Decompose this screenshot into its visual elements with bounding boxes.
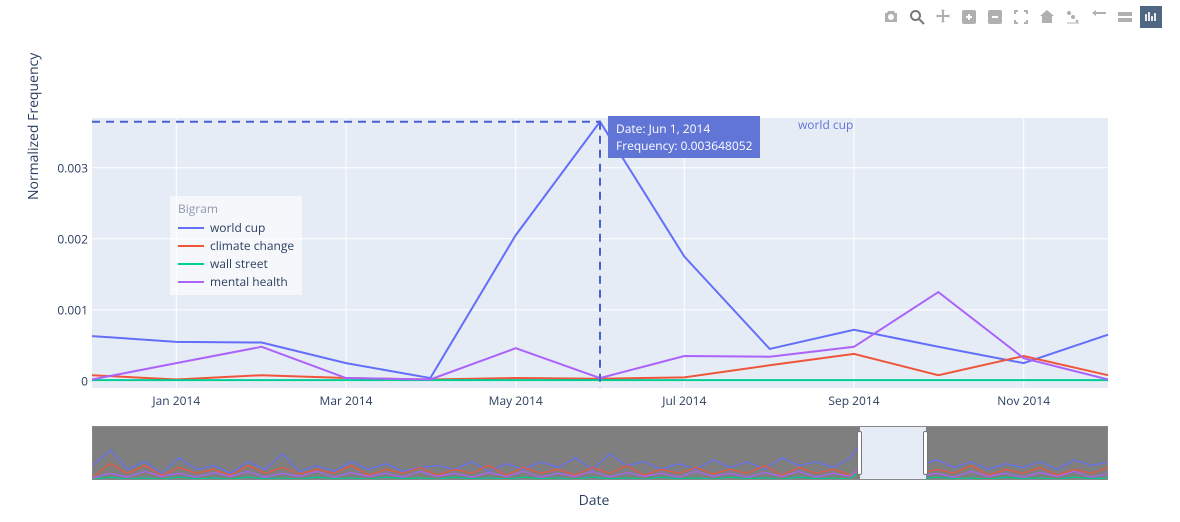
legend-label: world cup [210,219,265,236]
plotly-logo-icon[interactable] [1140,6,1162,28]
hover-line2: Frequency: 0.003648052 [616,137,752,154]
legend-label: wall street [210,255,268,272]
home-icon[interactable] [1036,6,1058,28]
y-axis-title: Normalized Frequency [24,53,43,200]
plot-area[interactable]: Bigram world cupclimate changewall stree… [92,118,1108,388]
y-tick-label: 0 [81,372,88,389]
camera-icon[interactable] [880,6,902,28]
chart-container: Normalized Frequency 0 0.001 0.002 0.003 Bi… [24,40,1164,510]
pan-icon[interactable] [932,6,954,28]
x-ticks: Jan 2014 Mar 2014 May 2014 Jul 2014 Sep 2014… [92,392,1108,412]
y-ticks: 0 0.001 0.002 0.003 [50,118,88,388]
x-tick-label: May 2014 [489,392,543,409]
y-tick-label: 0.001 [57,301,88,318]
zoom-in-icon[interactable] [958,6,980,28]
legend: Bigram world cupclimate changewall stree… [170,196,302,295]
legend-swatch [178,281,204,283]
rangeslider-window[interactable] [860,427,926,479]
x-tick-label: Nov 2014 [997,392,1050,409]
legend-item[interactable]: climate change [178,237,294,254]
x-axis-title: Date [579,491,610,510]
x-tick-label: Mar 2014 [320,392,373,409]
tag-icon[interactable] [1088,6,1110,28]
legend-item[interactable]: mental health [178,273,294,290]
modebar [880,6,1162,28]
legend-rows: world cupclimate changewall streetmental… [178,219,294,290]
hover-line1: Date: Jun 1, 2014 [616,120,752,137]
legend-label: climate change [210,237,294,254]
autoscale-icon[interactable] [1010,6,1032,28]
legend-swatch [178,263,204,265]
rangeslider-svg [93,427,1107,479]
legend-label: mental health [210,273,288,290]
zoom-out-icon[interactable] [984,6,1006,28]
zoom-icon[interactable] [906,6,928,28]
x-tick-label: Jul 2014 [662,392,706,409]
x-tick-label: Sep 2014 [828,392,879,409]
legend-item[interactable]: wall street [178,255,294,272]
legend-swatch [178,227,204,229]
y-tick-label: 0.002 [57,230,88,247]
legend-swatch [178,245,204,247]
rangeslider-handle-right[interactable] [923,431,928,475]
hover-series-label: world cup [798,116,853,133]
rangeslider-handle-left[interactable] [857,431,862,475]
compare-icon[interactable] [1114,6,1136,28]
rangeslider[interactable] [92,426,1108,480]
x-tick-label: Jan 2014 [152,392,200,409]
legend-item[interactable]: world cup [178,219,294,236]
spike-icon[interactable] [1062,6,1084,28]
legend-title: Bigram [178,200,294,217]
y-tick-label: 0.003 [57,159,88,176]
hover-tooltip: Date: Jun 1, 2014 Frequency: 0.003648052 [608,116,760,158]
